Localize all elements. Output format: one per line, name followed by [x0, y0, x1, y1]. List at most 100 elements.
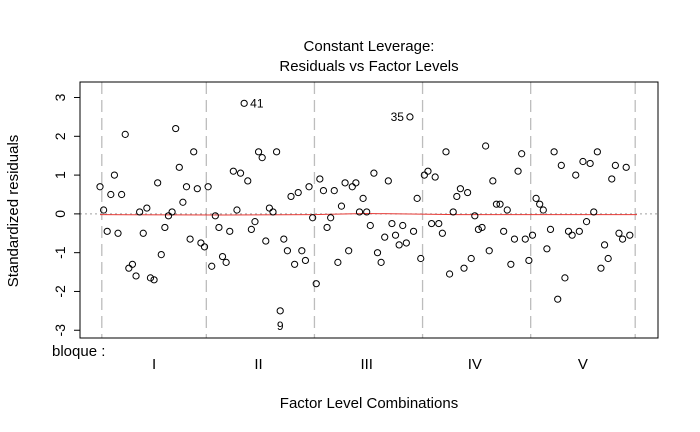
data-point-25 — [182, 183, 191, 191]
data-point-48 — [265, 204, 273, 212]
data-point-39 — [233, 206, 241, 214]
data-point-112 — [496, 200, 504, 208]
data-point-37 — [226, 227, 234, 235]
level-label-V: V — [578, 356, 588, 373]
data-point-90 — [417, 254, 425, 263]
data-point-28 — [193, 185, 201, 193]
data-point-83 — [391, 231, 400, 239]
data-point-110 — [489, 177, 497, 185]
data-point-47 — [262, 237, 270, 245]
data-point-61 — [312, 280, 320, 288]
data-point-26 — [186, 235, 194, 243]
y-tick-label: 3 — [52, 93, 68, 101]
data-point-111 — [492, 200, 501, 208]
data-point-97 — [442, 148, 450, 156]
data-point-115 — [507, 260, 515, 268]
data-point-44 — [251, 218, 259, 226]
data-point-87 — [406, 113, 414, 121]
data-point-137 — [586, 159, 594, 168]
data-point-133 — [572, 171, 580, 179]
y-axis: 3 2 1 0 -1 -2 -3 — [52, 93, 81, 336]
data-point-16 — [150, 276, 158, 284]
factor-level-labels: I II III IV V — [152, 356, 588, 373]
data-point-56 — [294, 188, 302, 197]
data-point-46 — [258, 154, 266, 162]
data-point-79 — [377, 258, 385, 266]
y-tick-label: 1 — [52, 171, 68, 179]
data-point-49 — [269, 208, 277, 216]
data-point-66 — [330, 187, 338, 195]
level-boundary-lines — [101, 82, 636, 338]
data-point-76 — [366, 221, 374, 230]
data-point-77 — [370, 169, 378, 177]
y-tick-label: 2 — [52, 132, 68, 140]
data-point-53 — [283, 247, 292, 255]
data-point-129 — [557, 161, 565, 169]
data-point-123 — [536, 200, 544, 208]
data-point-127 — [550, 148, 558, 156]
smoother-line — [99, 212, 637, 216]
data-point-68 — [337, 202, 346, 210]
outlier-label-41: 41 — [250, 96, 264, 110]
data-point-134 — [575, 227, 583, 235]
data-point-24 — [179, 198, 187, 206]
data-point-122 — [532, 194, 540, 202]
data-point-33 — [211, 212, 219, 220]
data-point-130 — [561, 274, 569, 282]
data-point-34 — [215, 223, 223, 232]
y-tick-label: -2 — [52, 285, 68, 298]
data-point-109 — [485, 247, 493, 255]
data-point-102 — [460, 264, 468, 272]
data-point-99 — [449, 208, 457, 216]
data-point-136 — [582, 218, 591, 226]
data-point-63 — [319, 187, 328, 195]
data-point-148 — [626, 231, 634, 239]
data-point-82 — [388, 219, 396, 228]
data-point-104 — [467, 254, 475, 263]
data-point-142 — [604, 254, 612, 263]
data-point-147 — [622, 163, 630, 171]
y-tick-label: 0 — [52, 210, 68, 218]
x-axis-label: Factor Level Combinations — [280, 395, 458, 412]
data-point-78 — [373, 249, 382, 257]
data-point-86 — [402, 239, 410, 247]
data-point-126 — [546, 225, 555, 233]
data-point-58 — [301, 256, 310, 265]
data-point-80 — [381, 233, 389, 241]
data-point-116 — [510, 235, 519, 243]
data-point-89 — [413, 194, 421, 202]
data-point-100 — [453, 192, 461, 201]
data-point-30 — [200, 243, 209, 251]
data-point-22 — [172, 124, 180, 133]
data-point-145 — [615, 229, 623, 237]
data-point-107 — [478, 223, 486, 232]
data-point-45 — [254, 148, 263, 156]
data-point-19 — [161, 223, 169, 232]
data-point-75 — [363, 208, 371, 216]
data-point-42 — [244, 177, 252, 185]
data-point-8 — [121, 130, 129, 138]
data-point-106 — [474, 225, 483, 233]
data-point-17 — [154, 179, 162, 187]
data-point-4 — [107, 190, 115, 199]
data-point-84 — [395, 241, 403, 249]
data-point-146 — [618, 235, 627, 243]
data-point-65 — [327, 214, 335, 222]
smoother-curve — [99, 212, 637, 216]
data-point-18 — [157, 251, 165, 259]
factor-label: bloque : — [52, 343, 105, 360]
data-point-27 — [190, 148, 198, 156]
data-point-108 — [482, 142, 490, 150]
data-point-32 — [208, 262, 216, 270]
data-point-70 — [345, 247, 353, 255]
data-point-13 — [139, 229, 147, 237]
data-point-55 — [291, 260, 299, 268]
chart-subtitle: Residuals vs Factor Levels — [279, 58, 458, 75]
data-point-50 — [272, 148, 281, 156]
outlier-label-9: 9 — [277, 319, 284, 333]
data-point-103 — [464, 188, 472, 197]
data-point-91 — [420, 171, 428, 179]
data-point-7 — [118, 190, 126, 199]
